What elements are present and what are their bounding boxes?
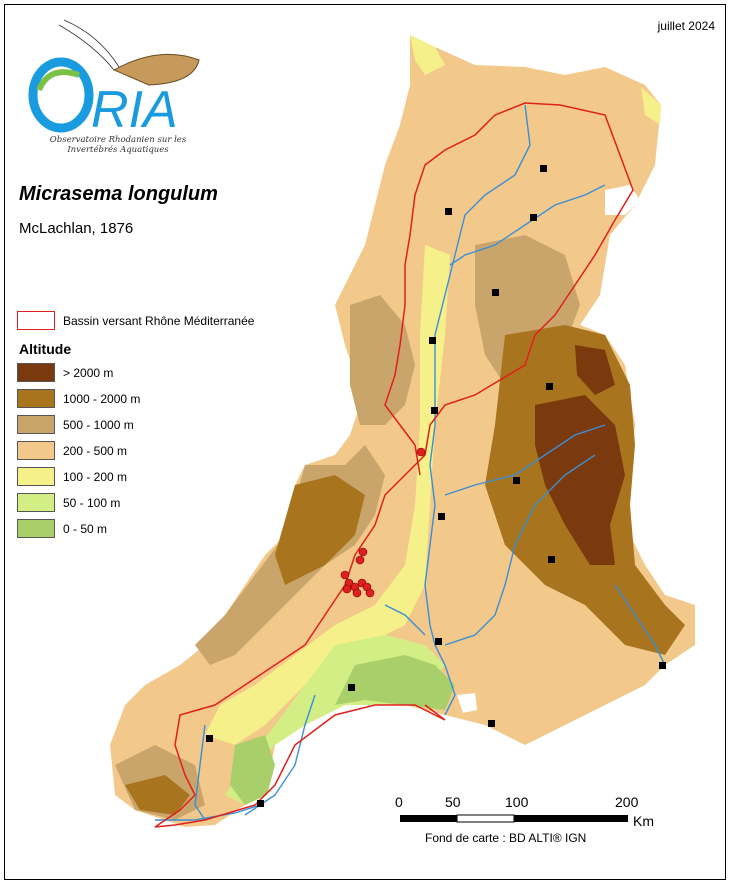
legend-altitude-row: 50 - 100 m: [17, 493, 120, 519]
legend-altitude-label: 200 - 500 m: [63, 444, 128, 458]
terrain-over-2000-b: [575, 345, 615, 395]
city-marker: [435, 638, 442, 645]
legend-altitude-swatch: [17, 363, 55, 382]
legend-altitude-row: 500 - 1000 m: [17, 415, 134, 441]
legend-altitude-row: 0 - 50 m: [17, 519, 107, 545]
city-marker: [348, 684, 355, 691]
date-label: juillet 2024: [657, 19, 715, 33]
river-aude: [194, 724, 206, 821]
legend-altitude-swatch: [17, 519, 55, 538]
terrain-0-50: [335, 655, 455, 710]
river-var: [614, 584, 666, 666]
terrain-1000-2000-c: [125, 775, 190, 815]
caddisfly-wing: [112, 53, 200, 86]
legend-altitude-swatch: [17, 467, 55, 486]
observation-point: [355, 555, 365, 565]
city-marker: [445, 208, 452, 215]
scale-bar-graphic: 0 50 100 200 Km: [395, 794, 654, 829]
city-marker: [431, 407, 438, 414]
species-author: McLachlan, 1876: [19, 220, 134, 237]
legend-altitude-swatch: [17, 389, 55, 408]
map-legend: Bassin versant Rhône Méditerranée Altitu…: [17, 311, 254, 545]
legend-altitude-label: > 2000 m: [63, 366, 114, 380]
oria-logo-graphic: RIA: [28, 19, 200, 139]
city-marker: [659, 662, 666, 669]
relief-map: [110, 35, 695, 828]
scale-bar: 0 50 100 200 Km: [395, 793, 655, 843]
terrain-100-200: [205, 245, 450, 745]
map-frame: juillet 2024 RIA Observatoire Rhodanien …: [4, 4, 726, 880]
scale-tick: 0: [395, 794, 403, 810]
terrain-500-1000-b: [350, 295, 415, 425]
terrain-100-200-north: [410, 35, 445, 75]
legend-altitude-swatch: [17, 441, 55, 460]
scale-unit: Km: [633, 813, 654, 829]
map-source: Fond de carte : BD ALTI® IGN: [425, 831, 587, 845]
legend-altitude-label: 100 - 200 m: [63, 470, 128, 484]
legend-altitude-row: > 2000 m: [17, 363, 113, 389]
legend-basin-label: Bassin versant Rhône Méditerranée: [63, 314, 255, 328]
legend-altitude-swatch: [17, 415, 55, 434]
oria-logo: RIA: [19, 15, 209, 160]
observation-point: [352, 588, 362, 598]
city-marker: [546, 383, 553, 390]
basin-outline: [154, 102, 634, 828]
logo-subtitle-line2: Invertébrés Aquatiques: [67, 145, 169, 155]
legend-altitude-label: 50 - 100 m: [63, 496, 121, 510]
river-gard: [384, 604, 426, 636]
legend-altitude-row: 100 - 200 m: [17, 467, 127, 493]
legend-altitude-label: 1000 - 2000 m: [63, 392, 141, 406]
scale-tick: 100: [505, 794, 529, 810]
observation-point: [358, 547, 368, 557]
terrain-0-50-b: [230, 735, 275, 805]
logo-subtitle: Observatoire Rhodanien sur les Invertébr…: [23, 135, 213, 155]
legend-altitude-label: 0 - 50 m: [63, 522, 108, 536]
legend-altitude-row: 1000 - 2000 m: [17, 389, 140, 415]
legend-basin-swatch: [17, 311, 55, 330]
city-marker: [548, 556, 555, 563]
river-herault: [244, 694, 316, 816]
species-name: Micrasema longulum: [19, 183, 218, 205]
city-markers: [206, 165, 666, 807]
city-marker: [513, 477, 520, 484]
observation-point: [342, 584, 352, 594]
city-marker: [540, 165, 547, 172]
city-marker: [257, 800, 264, 807]
observation-point: [365, 588, 375, 598]
river-durance: [444, 454, 596, 646]
terrain-over-2000: [535, 395, 625, 565]
legend-altitude-swatch: [17, 493, 55, 512]
river-isere: [444, 424, 606, 496]
city-marker: [429, 337, 436, 344]
observation-point: [416, 447, 426, 457]
logo-subtitle-line1: Observatoire Rhodanien sur les: [49, 135, 187, 145]
observation-points: [340, 447, 426, 598]
city-marker: [438, 513, 445, 520]
river-rhone: [449, 184, 606, 266]
legend-altitude-row: 200 - 500 m: [17, 441, 127, 467]
logo-ria-text: RIA: [91, 81, 178, 139]
observation-point: [340, 570, 350, 580]
city-marker: [206, 735, 213, 742]
terrain-1000-2000: [275, 475, 365, 585]
city-marker: [492, 289, 499, 296]
legend-altitude-label: 500 - 1000 m: [63, 418, 134, 432]
terrain-100-200-ne: [641, 87, 661, 125]
city-marker: [488, 720, 495, 727]
city-marker: [530, 214, 537, 221]
legend-altitude-title: Altitude: [19, 341, 72, 357]
logo-o-shape: [28, 57, 94, 133]
scale-tick: 50: [445, 794, 461, 810]
scale-tick: 200: [615, 794, 639, 810]
lagoon: [457, 693, 477, 713]
legend-classes: > 2000 m 1000 - 2000 m 500 - 1000 m 200 - 5…: [17, 363, 140, 545]
legend-basin-row: Bassin versant Rhône Méditerranée: [17, 311, 254, 337]
